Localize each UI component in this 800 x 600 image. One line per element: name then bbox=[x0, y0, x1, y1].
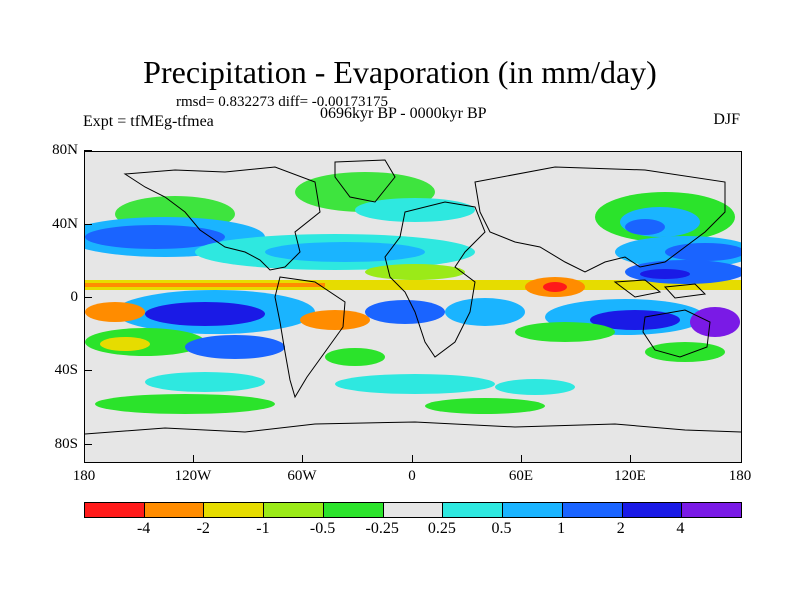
colorbar-segment bbox=[204, 503, 265, 517]
season-label: DJF bbox=[713, 111, 740, 128]
colorbar-segment bbox=[562, 503, 623, 517]
x-label-60e: 60E bbox=[508, 468, 534, 484]
y-label-80n: 80N bbox=[52, 142, 78, 158]
stats-label: rmsd= 0.832273 diff= -0.00173175 bbox=[176, 94, 389, 110]
colorbar-segment bbox=[264, 503, 324, 517]
colorbar-label: 4 bbox=[676, 520, 685, 537]
colorbar-label: 0.5 bbox=[491, 520, 512, 537]
x-tick bbox=[302, 455, 303, 462]
colorbar-segment bbox=[85, 503, 145, 517]
colorbar-segment bbox=[144, 503, 205, 517]
x-label-120e: 120E bbox=[614, 468, 646, 484]
colorbar-segment bbox=[323, 503, 384, 517]
experiment-label: Expt = tfMEg-tfmea bbox=[83, 113, 214, 130]
colorbar-label: -0.5 bbox=[309, 520, 336, 537]
colorbar-label: 0.25 bbox=[427, 520, 456, 537]
colorbar-label: -0.25 bbox=[365, 520, 399, 537]
y-tick bbox=[84, 444, 92, 445]
x-tick bbox=[193, 455, 194, 462]
y-label-40n: 40N bbox=[52, 216, 78, 232]
y-tick bbox=[84, 370, 92, 371]
period-label: 0696kyr BP - 0000kyr BP bbox=[320, 105, 487, 122]
colorbar-label: 2 bbox=[616, 520, 625, 537]
y-label-80s: 80S bbox=[54, 436, 78, 452]
map-panel bbox=[84, 151, 742, 463]
y-tick bbox=[84, 224, 92, 225]
field-shading bbox=[85, 172, 741, 414]
x-tick bbox=[630, 455, 631, 462]
y-label-0: 0 bbox=[70, 289, 79, 305]
x-label-180e: 180 bbox=[728, 468, 752, 484]
colorbar-segment bbox=[443, 503, 504, 517]
colorbar-label: -2 bbox=[196, 520, 210, 537]
x-label-0: 0 bbox=[408, 468, 416, 484]
x-tick bbox=[521, 455, 522, 462]
colorbar-label: 1 bbox=[557, 520, 566, 537]
x-label-120w: 120W bbox=[174, 468, 212, 484]
y-tick bbox=[84, 297, 92, 298]
map-title: Precipitation - Evaporation (in mm/day) bbox=[143, 54, 657, 90]
x-label-60w: 60W bbox=[287, 468, 317, 484]
colorbar-segment bbox=[682, 503, 742, 517]
colorbar-segment bbox=[383, 503, 444, 517]
x-tick bbox=[412, 455, 413, 462]
colorbar-label: -1 bbox=[256, 520, 270, 537]
coastlines bbox=[85, 159, 741, 435]
y-label-40s: 40S bbox=[54, 362, 78, 378]
x-label-180w: 180 bbox=[72, 468, 96, 484]
colorbar-segment bbox=[622, 503, 683, 517]
colorbar bbox=[84, 502, 742, 518]
field-map bbox=[85, 159, 741, 435]
y-tick bbox=[84, 150, 92, 151]
colorbar-label: -4 bbox=[136, 520, 151, 537]
colorbar-segment bbox=[503, 503, 563, 517]
